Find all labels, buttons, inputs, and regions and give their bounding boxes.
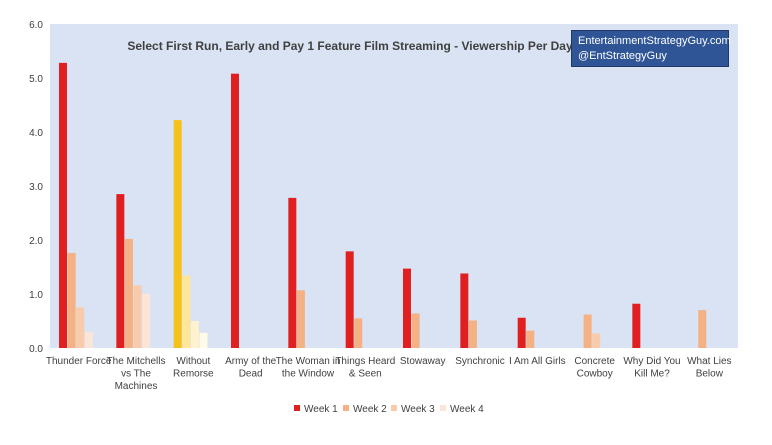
x-tick-label-line: Machines [115, 381, 158, 392]
x-tick-label: Why Did You Kill Me? [623, 356, 680, 380]
x-tick-label-line: Army of the [225, 356, 277, 367]
bar [288, 197, 297, 348]
y-axis: 0.0 1.0 2.0 3.0 4.0 5.0 6.0 [29, 20, 43, 355]
y-tick-label: 3.0 [29, 182, 43, 193]
bar [592, 333, 601, 348]
y-tick-label: 5.0 [29, 74, 43, 85]
x-tick-label-line: Without [176, 356, 210, 367]
bar [133, 285, 142, 348]
x-tick-label: Without Remorse [173, 356, 214, 380]
x-tick-label-line: Concrete [574, 356, 615, 367]
x-tick-label-line: Stowaway [400, 356, 446, 367]
x-tick-label-line: Dead [239, 369, 263, 380]
bar [116, 194, 125, 348]
bar [632, 303, 641, 348]
bar [67, 252, 76, 348]
bar [411, 313, 420, 348]
bar [76, 307, 85, 348]
legend-label: Week 2 [353, 404, 387, 415]
x-tick-label-line: & Seen [349, 369, 382, 380]
legend-label: Week 4 [450, 404, 484, 415]
bar [182, 275, 191, 348]
bar [345, 251, 354, 348]
bar [173, 120, 182, 349]
bar [142, 294, 151, 348]
chart-title: Select First Run, Early and Pay 1 Featur… [127, 39, 573, 53]
y-tick-label: 2.0 [29, 236, 43, 247]
x-tick-label-line: I Am All Girls [509, 356, 566, 367]
x-tick-label: I Am All Girls [509, 356, 566, 367]
x-tick-label-line: Kill Me? [634, 369, 670, 380]
bar [468, 320, 477, 348]
bar [403, 268, 411, 348]
x-tick-label-line: Thunder Force [46, 356, 112, 367]
y-tick-label: 1.0 [29, 290, 43, 301]
y-tick-label: 0.0 [29, 344, 43, 355]
bar [517, 317, 526, 348]
x-tick-label-line: the Window [282, 369, 335, 380]
bar [190, 321, 199, 348]
bar [124, 238, 133, 348]
bar [199, 332, 208, 348]
bars [59, 62, 707, 349]
x-tick-label-line: Things Heard [335, 356, 395, 367]
bar [526, 330, 535, 348]
x-tick-label: Thunder Force [46, 356, 112, 367]
x-tick-label: Army of the Dead [225, 356, 277, 380]
x-tick-label: Stowaway [400, 356, 446, 367]
x-tick-label-line: Why Did You [623, 356, 680, 367]
x-tick-label: What Lies Below [687, 356, 731, 380]
x-tick-label: Synchronic [455, 356, 504, 367]
brand-box: EntertainmentStrategyGuy.com @EntStrateg… [571, 30, 731, 67]
x-tick-label-line: The Woman in [276, 356, 341, 367]
bar [231, 73, 239, 349]
x-tick-label-line: vs The [121, 369, 151, 380]
legend-label: Week 1 [304, 404, 338, 415]
x-tick-label-line: Cowboy [577, 369, 613, 380]
y-tick-label: 4.0 [29, 128, 43, 139]
bar [460, 273, 469, 348]
x-tick-label-line: Below [696, 369, 724, 380]
bar [59, 62, 67, 348]
plot-area [50, 24, 738, 348]
x-tick-label-line: The Mitchells [107, 356, 166, 367]
x-tick-label: The Woman in the Window [276, 356, 341, 380]
x-tick-label: The Mitchells vs The Machines [107, 356, 166, 392]
brand-website: EntertainmentStrategyGuy.com [578, 35, 731, 47]
bar [698, 310, 707, 348]
brand-handle: @EntStrategyGuy [578, 50, 667, 62]
x-tick-label: Concrete Cowboy [574, 356, 615, 380]
bar [84, 331, 93, 348]
legend-swatch [391, 405, 397, 411]
legend-swatch [343, 405, 349, 411]
x-tick-label-line: What Lies [687, 356, 731, 367]
legend: Week 1 Week 2 Week 3 Week 4 [294, 404, 484, 415]
bar [296, 290, 305, 348]
legend-swatch [294, 405, 300, 411]
bar [583, 314, 592, 348]
x-tick-label-line: Synchronic [455, 356, 504, 367]
legend-swatch [440, 405, 446, 411]
y-tick-label: 6.0 [29, 20, 43, 31]
legend-label: Week 3 [401, 404, 435, 415]
x-tick-label-line: Remorse [173, 369, 214, 380]
x-tick-label: Things Heard & Seen [335, 356, 395, 380]
bar [354, 318, 363, 348]
